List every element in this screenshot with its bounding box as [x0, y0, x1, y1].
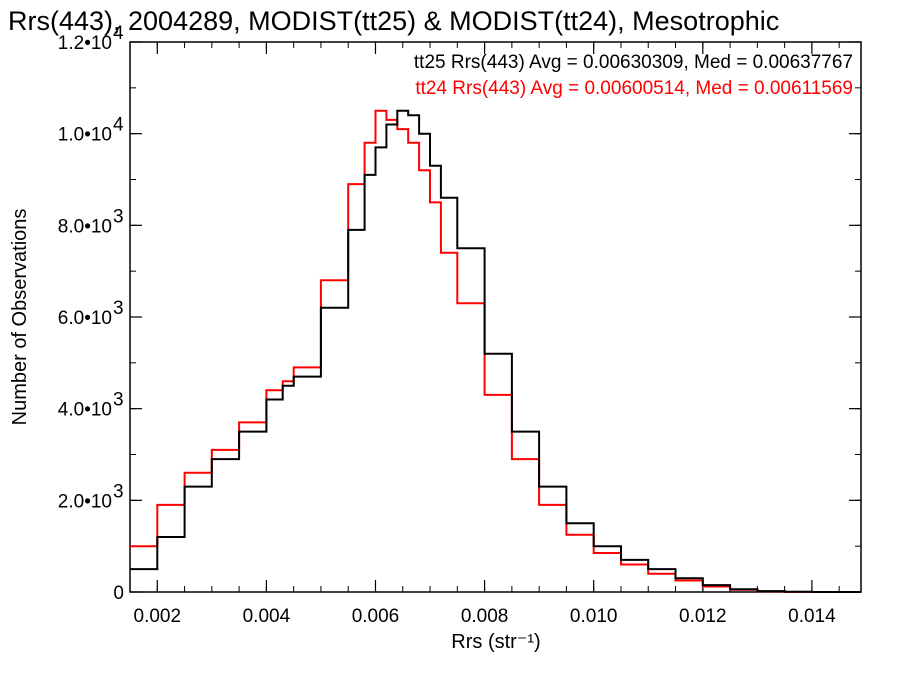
y-tick-label: 6.0•10	[58, 308, 112, 329]
x-tick-label: 0.010	[570, 606, 618, 627]
x-axis-label: Rrs (str⁻¹)	[451, 631, 540, 653]
series-layer	[130, 109, 861, 593]
y-tick-label: 1.0•10	[58, 125, 112, 146]
y-tick-label: 1.2•10	[58, 33, 112, 54]
y-tick-exponent: 4	[113, 115, 124, 136]
legend-tt25: tt25 Rrs(443) Avg = 0.00630309, Med = 0.…	[414, 52, 853, 73]
series-line-tt24	[130, 109, 861, 593]
x-tick-label: 0.012	[679, 606, 727, 627]
y-tick-label: 0	[113, 583, 124, 604]
y-tick-label: 2.0•10	[58, 491, 112, 512]
x-tick-label: 0.002	[134, 606, 182, 627]
x-axis: 0.002 0.004 0.006 0.008 0.010 0.012 0.014	[129, 42, 840, 627]
y-axis-label: Number of Observations	[9, 209, 31, 426]
y-tick-label: 8.0•10	[58, 216, 112, 237]
y-tick-label: 4.0•10	[58, 400, 112, 421]
y-tick-exponent: 3	[113, 481, 124, 502]
chart-title: Rrs(443), 2004289, MODIST(tt25) & MODIST…	[8, 6, 779, 36]
y-tick-exponent: 3	[113, 298, 124, 319]
y-axis: 02.0•10 34.0•10 36.0•10 38.0•10 31.0•10 41.2•…	[58, 23, 861, 604]
y-tick-exponent: 4	[113, 23, 124, 44]
series-line-tt25	[130, 109, 861, 593]
x-tick-label: 0.004	[243, 606, 291, 627]
x-tick-label: 0.014	[788, 606, 836, 627]
y-tick-exponent: 3	[113, 390, 124, 411]
legend-tt24: tt24 Rrs(443) Avg = 0.00600514, Med = 0.…	[415, 78, 853, 99]
y-tick-exponent: 3	[113, 206, 124, 227]
plot-frame	[129, 41, 862, 593]
x-tick-label: 0.008	[461, 606, 509, 627]
x-tick-label: 0.006	[352, 606, 400, 627]
